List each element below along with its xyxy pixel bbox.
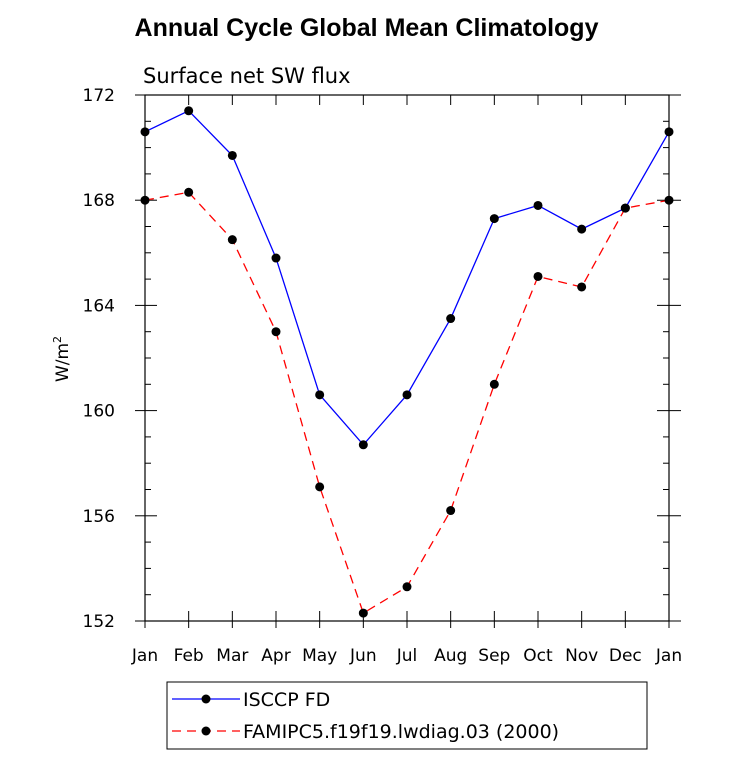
y-tick-label: 164 (83, 296, 115, 316)
data-point (402, 582, 412, 592)
series-layer (140, 106, 674, 618)
data-point (489, 214, 499, 224)
data-point (533, 271, 543, 281)
data-point (533, 200, 543, 210)
data-point (446, 314, 456, 324)
data-point (358, 608, 368, 618)
x-tick-label: Jul (396, 646, 418, 666)
data-point (140, 195, 150, 205)
x-tick-label: Jan (131, 646, 158, 666)
y-tick-label: 152 (83, 612, 115, 632)
legend-box (166, 681, 648, 750)
data-point (140, 127, 150, 137)
data-point (664, 127, 674, 137)
data-point (315, 390, 325, 400)
series-line (144, 191, 670, 615)
legend-label: ISCCP FD (243, 689, 330, 711)
x-tick-label: Dec (609, 646, 642, 666)
x-tick-label: Feb (174, 646, 204, 666)
x-tick-label: Sep (478, 646, 510, 666)
data-point (402, 390, 412, 400)
y-axis-label: W/m2 (51, 336, 73, 382)
data-point (227, 150, 237, 160)
y-tick-label: 156 (83, 507, 115, 527)
data-point (184, 106, 194, 116)
data-point (664, 195, 674, 205)
data-point (577, 224, 587, 234)
data-point (446, 506, 456, 516)
x-tick-label: Aug (434, 646, 467, 666)
x-tick-label: May (302, 646, 337, 666)
x-tick-label: Jan (655, 646, 682, 666)
y-tick-label: 160 (83, 402, 115, 422)
data-point (577, 282, 587, 292)
legend-marker (201, 694, 211, 704)
x-tick-label: Apr (261, 646, 290, 666)
chart-title: Annual Cycle Global Mean Climatology (134, 14, 599, 42)
y-tick-label: 172 (83, 86, 115, 106)
data-point (271, 253, 281, 263)
data-point (358, 440, 368, 450)
x-tick-label: Nov (565, 646, 598, 666)
chart-subtitle: Surface net SW flux (143, 64, 351, 88)
x-tick-label: Oct (523, 646, 553, 666)
plot-frame (144, 94, 670, 622)
data-point (227, 235, 237, 245)
data-point (315, 482, 325, 492)
axis-ticks: Jan Feb Mar Apr May Jun Jul Aug Sep Oct Nov Dec Jan 1… (83, 86, 683, 666)
x-tick-label: Mar (216, 646, 248, 666)
x-tick-label: Jun (349, 646, 377, 666)
legend-label: FAMIPC5.f19f19.lwdiag.03 (2000) (243, 721, 559, 743)
legend-marker (201, 726, 211, 736)
data-point (489, 379, 499, 389)
y-tick-label: 168 (83, 191, 115, 211)
legend: ISCCP FD FAMIPC5.f19f19.lwdiag.03 (2000) (172, 689, 559, 743)
data-point (184, 187, 194, 197)
data-point (620, 203, 630, 213)
data-point (271, 327, 281, 337)
